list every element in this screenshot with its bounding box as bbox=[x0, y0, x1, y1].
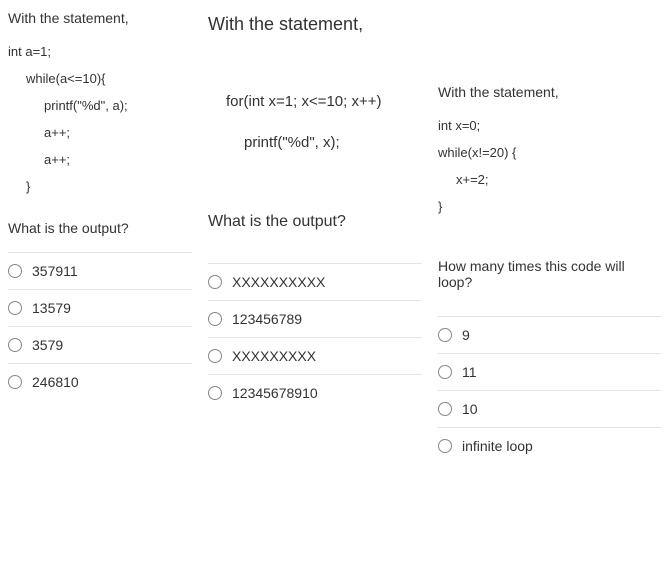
code-line: for(int x=1; x<=10; x++) bbox=[226, 93, 422, 110]
radio-icon bbox=[8, 338, 22, 352]
option-item[interactable]: 123456789 bbox=[208, 300, 422, 337]
options-list: XXXXXXXXXX 123456789 XXXXXXXXX 123456789… bbox=[208, 263, 422, 411]
option-item[interactable]: 13579 bbox=[8, 289, 192, 326]
code-line: a++; bbox=[44, 125, 192, 140]
option-label: 10 bbox=[462, 401, 478, 417]
option-label: 9 bbox=[462, 327, 470, 343]
code-line: printf("%d", a); bbox=[44, 98, 192, 113]
radio-icon bbox=[8, 301, 22, 315]
heading: With the statement, bbox=[8, 10, 192, 26]
option-label: XXXXXXXXX bbox=[232, 348, 316, 364]
question-column-1: With the statement, int a=1; while(a<=10… bbox=[0, 0, 200, 569]
radio-icon bbox=[438, 328, 452, 342]
code-line: printf("%d", x); bbox=[244, 134, 422, 151]
code-line: } bbox=[438, 199, 661, 214]
code-block: int a=1; while(a<=10){ printf("%d", a); … bbox=[8, 44, 192, 206]
radio-icon bbox=[438, 365, 452, 379]
option-item[interactable]: 9 bbox=[438, 316, 661, 353]
heading: With the statement, bbox=[438, 84, 661, 100]
radio-icon bbox=[208, 312, 222, 326]
option-item[interactable]: 11 bbox=[438, 353, 661, 390]
option-item[interactable]: 246810 bbox=[8, 363, 192, 400]
option-item[interactable]: XXXXXXXXXX bbox=[208, 263, 422, 300]
option-label: 13579 bbox=[32, 300, 71, 316]
code-line: a++; bbox=[44, 152, 192, 167]
option-item[interactable]: 12345678910 bbox=[208, 374, 422, 411]
code-line: } bbox=[26, 179, 192, 194]
code-block: int x=0; while(x!=20) { x+=2; } bbox=[438, 118, 661, 226]
radio-icon bbox=[208, 349, 222, 363]
option-label: 3579 bbox=[32, 337, 63, 353]
option-item[interactable]: 10 bbox=[438, 390, 661, 427]
radio-icon bbox=[208, 275, 222, 289]
radio-icon bbox=[438, 439, 452, 453]
options-list: 357911 13579 3579 246810 bbox=[8, 252, 192, 400]
code-line: int a=1; bbox=[8, 44, 192, 59]
options-list: 9 11 10 infinite loop bbox=[438, 316, 661, 464]
radio-icon bbox=[208, 386, 222, 400]
radio-icon bbox=[8, 375, 22, 389]
radio-icon bbox=[438, 402, 452, 416]
option-item[interactable]: XXXXXXXXX bbox=[208, 337, 422, 374]
code-line: int x=0; bbox=[438, 118, 661, 133]
question-text: What is the output? bbox=[208, 213, 422, 231]
code-block: for(int x=1; x<=10; x++) printf("%d", x)… bbox=[208, 93, 422, 165]
option-label: 357911 bbox=[32, 263, 78, 279]
code-line: while(x!=20) { bbox=[438, 145, 661, 160]
option-label: 246810 bbox=[32, 374, 79, 390]
code-line: while(a<=10){ bbox=[26, 71, 192, 86]
question-column-3: With the statement, int x=0; while(x!=20… bbox=[430, 0, 669, 569]
option-item[interactable]: 357911 bbox=[8, 252, 192, 289]
heading: With the statement, bbox=[208, 14, 422, 35]
option-item[interactable]: infinite loop bbox=[438, 427, 661, 464]
question-column-2: With the statement, for(int x=1; x<=10; … bbox=[200, 0, 430, 569]
option-label: 11 bbox=[462, 364, 477, 380]
question-text: How many times this code will loop? bbox=[438, 258, 661, 290]
code-line: x+=2; bbox=[456, 172, 661, 187]
question-text: What is the output? bbox=[8, 220, 192, 236]
option-label: XXXXXXXXXX bbox=[232, 274, 325, 290]
option-label: 123456789 bbox=[232, 311, 302, 327]
option-label: infinite loop bbox=[462, 438, 533, 454]
radio-icon bbox=[8, 264, 22, 278]
option-item[interactable]: 3579 bbox=[8, 326, 192, 363]
option-label: 12345678910 bbox=[232, 385, 318, 401]
